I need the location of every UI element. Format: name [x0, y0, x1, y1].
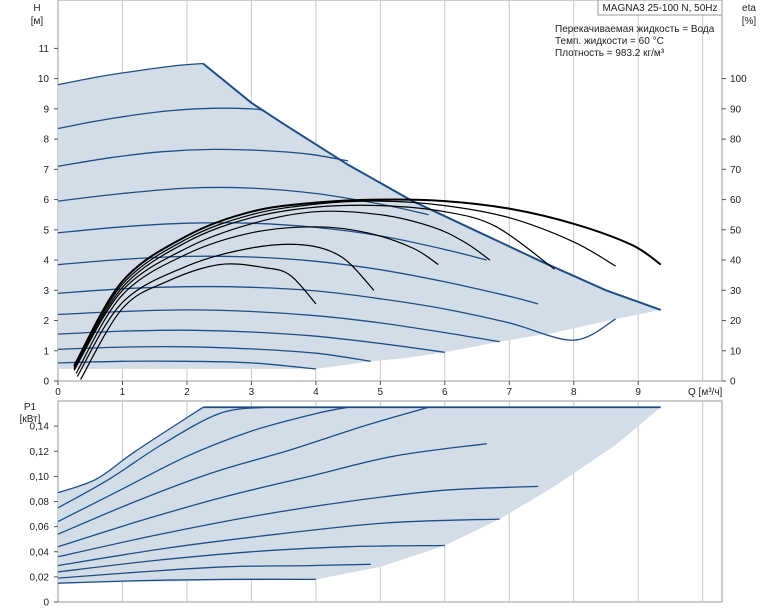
chart-title-box [597, 0, 723, 16]
head-tick-label: 9 [43, 104, 49, 115]
power-curves [57, 406, 661, 584]
efficiency-curve [80, 263, 317, 380]
power-axis-title: P1 [24, 402, 37, 413]
head-curve [57, 255, 539, 305]
power-tick-label: 0,12 [30, 447, 50, 458]
power-curve [57, 563, 371, 579]
flow-tick-label: 3 [249, 387, 255, 398]
head-tick-label: 10 [38, 74, 50, 85]
head-axis-unit: [м] [31, 16, 44, 27]
eff-axis-unit: [%] [742, 16, 757, 27]
power-region-fill [58, 407, 661, 584]
head-curves [57, 62, 662, 370]
head-tick-label: 4 [43, 256, 49, 267]
head-tick-label: 2 [43, 316, 49, 327]
head-tick-label: 3 [43, 286, 49, 297]
info-fluid: Перекачиваемая жидкость = Вода [555, 24, 715, 35]
head-tick-label: 11 [39, 44, 50, 55]
eff-tick-label: 90 [730, 104, 742, 115]
eff-tick-label: 0 [730, 377, 736, 388]
head-region-fill [58, 63, 661, 369]
power-curve [57, 443, 487, 548]
power-tick-label: 0,04 [30, 547, 50, 558]
power-curve [57, 518, 500, 567]
flow-tick-label: 4 [313, 387, 319, 398]
power-axis-ticks: 0 0,02 0,04 0,06 0,08 0,10 0,12 0,14 [30, 422, 58, 609]
power-curve [57, 406, 265, 509]
flow-tick-label: 9 [635, 387, 641, 398]
eff-tick-label: 10 [730, 346, 742, 357]
head-curve [57, 107, 265, 130]
info-temperature: Темп. жидкости = 60 °C [555, 36, 664, 47]
power-curve [57, 485, 539, 558]
head-tick-label: 1 [43, 346, 49, 357]
head-tick-label: 8 [43, 135, 49, 146]
flow-tick-label: 7 [506, 387, 512, 398]
power-tick-label: 0 [43, 598, 49, 609]
head-curve [57, 62, 204, 86]
efficiency-curve [73, 210, 491, 371]
power-curve [57, 406, 429, 535]
power-axis-unit: [кВт] [20, 414, 41, 425]
flow-tick-label: 8 [571, 387, 577, 398]
eff-tick-label: 20 [730, 316, 742, 327]
power-tick-label: 0,10 [30, 472, 50, 483]
head-axis-title: H [33, 3, 40, 14]
eff-tick-label: 100 [730, 74, 747, 85]
power-tick-label: 0,08 [30, 497, 50, 508]
power-tick-label: 0,14 [30, 422, 50, 433]
eff-tick-label: 30 [730, 286, 742, 297]
flow-tick-label: 6 [442, 387, 448, 398]
eff-tick-label: 50 [730, 225, 742, 236]
eff-axis-title: eta [742, 3, 756, 14]
head-axis-ticks: 0 1 2 3 4 5 6 7 8 9012345678910110102030405060708… [38, 44, 747, 398]
max-head-boundary [202, 62, 662, 311]
head-curve [57, 346, 371, 362]
efficiency-curve [73, 200, 616, 368]
power-curve [57, 406, 204, 494]
chart-title: MAGNA3 25-100 N, 50Hz [602, 3, 717, 14]
head-curve [57, 360, 316, 370]
head-tick-label: 7 [43, 165, 49, 176]
power-tick-label: 0,06 [30, 522, 50, 533]
head-operating-region [58, 63, 661, 369]
head-curve [57, 148, 349, 167]
head-tick-label: 5 [43, 225, 49, 236]
efficiency-curve [76, 243, 375, 377]
efficiency-curve [75, 226, 439, 374]
head-curve [57, 186, 429, 216]
head-tick-label: 6 [43, 195, 49, 206]
eff-tick-label: 40 [730, 256, 742, 267]
power-curve [57, 544, 445, 573]
flow-tick-label: 5 [378, 387, 384, 398]
power-tick-label: 0,02 [30, 572, 50, 583]
head-curve [57, 222, 487, 261]
efficiency-curves [73, 198, 662, 380]
info-density: Плотность = 983.2 кг/м³ [555, 48, 665, 59]
power-curve [57, 578, 316, 584]
head-curve [57, 329, 445, 353]
eff-tick-label: 80 [730, 135, 742, 146]
power-curve [57, 406, 349, 523]
efficiency-curve [73, 198, 662, 367]
flow-tick-label: 0 [55, 387, 61, 398]
eff-tick-label: 70 [730, 165, 742, 176]
eff-tick-label: 60 [730, 195, 742, 206]
flow-axis-title: Q [м³/ч] [688, 387, 723, 398]
flow-tick-label: 2 [184, 387, 190, 398]
power-operating-region [58, 407, 661, 584]
efficiency-curve [73, 204, 555, 370]
flow-tick-label: 1 [120, 387, 126, 398]
head-curve [57, 309, 500, 343]
head-tick-label: 0 [43, 377, 49, 388]
